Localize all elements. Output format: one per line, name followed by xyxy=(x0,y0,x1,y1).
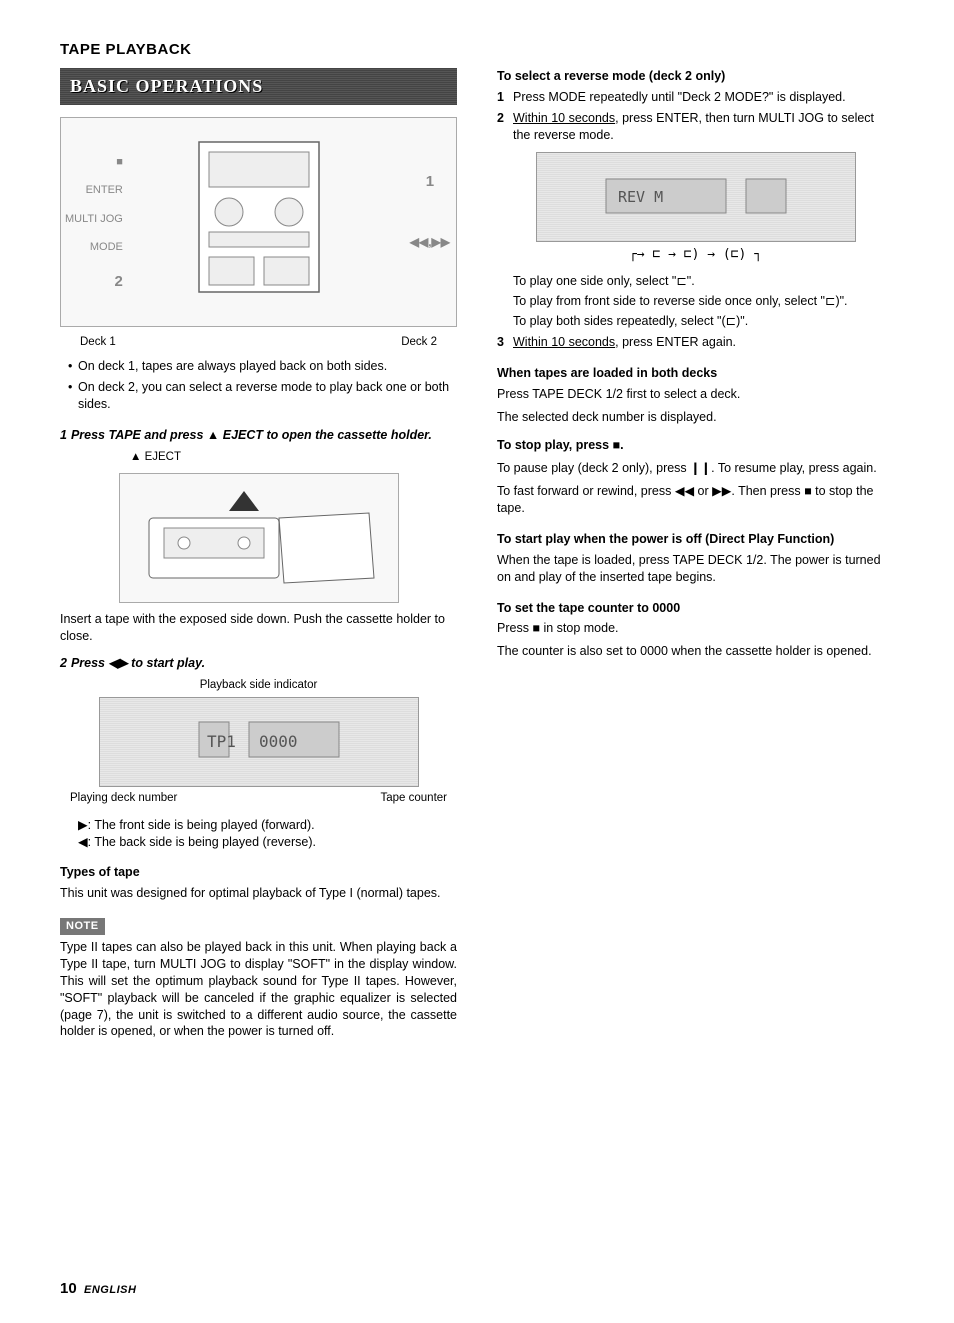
diagram-callouts-right: 1 ◀◀,▶▶ xyxy=(410,148,450,270)
note-badge: NOTE xyxy=(60,918,105,935)
step1-body: Insert a tape with the exposed side down… xyxy=(60,611,457,645)
reverse-mode-cycle: ┌→ ⊏ → ⊏) → (⊏) ┐ xyxy=(497,246,894,264)
play-one-side: To play one side only, select "⊏". xyxy=(513,273,894,290)
deck-notes: On deck 1, tapes are always played back … xyxy=(68,358,457,413)
types-body: This unit was designed for optimal playb… xyxy=(60,885,457,902)
pause-play: To pause play (deck 2 only), press ❙❙. T… xyxy=(497,460,894,477)
diagram-callouts-left: ■ ENTER MULTI JOG MODE 2 xyxy=(65,148,123,301)
step-2-heading: 2Press ◀▶ to start play. xyxy=(60,655,457,672)
reverse-step-2: 2Within 10 seconds, press ENTER, then tu… xyxy=(497,110,894,144)
stop-play: To stop play, press ■. xyxy=(497,437,894,454)
types-heading: Types of tape xyxy=(60,864,457,881)
counter-heading: To set the tape counter to 0000 xyxy=(497,600,894,617)
stereo-svg xyxy=(169,132,349,312)
note-body: Type II tapes can also be played back in… xyxy=(60,939,457,1040)
page-footer: 10 ENGLISH xyxy=(60,1279,136,1299)
page-header: TAPE PLAYBACK xyxy=(60,40,894,60)
right-column: To select a reverse mode (deck 2 only) 1… xyxy=(497,68,894,1046)
deck1-label: Deck 1 xyxy=(80,335,116,351)
reverse-step-1: 1Press MODE repeatedly until "Deck 2 MOD… xyxy=(497,89,894,106)
counter-2: The counter is also set to 0000 when the… xyxy=(497,643,894,660)
ff-rewind: To fast forward or rewind, press ◀◀ or ▶… xyxy=(497,483,894,517)
direct-body: When the tape is loaded, press TAPE DECK… xyxy=(497,552,894,586)
loaded-heading: When tapes are loaded in both decks xyxy=(497,365,894,382)
reverse-step-3: 3Within 10 seconds, press ENTER again. xyxy=(497,334,894,351)
left-column: BASIC OPERATIONS ■ ENTER MULTI JOG MODE … xyxy=(60,68,457,1046)
loaded-2: The selected deck number is displayed. xyxy=(497,409,894,426)
loaded-1: Press TAPE DECK 1/2 first to select a de… xyxy=(497,386,894,403)
play-both: To play both sides repeatedly, select "(… xyxy=(513,313,894,330)
step-1-heading: 1Press TAPE and press ▲ EJECT to open th… xyxy=(60,427,457,444)
eject-label: ▲ EJECT xyxy=(130,450,457,466)
tape-counter-label: Tape counter xyxy=(381,791,448,807)
play-once: To play from front side to reverse side … xyxy=(513,293,894,310)
reverse-heading: To select a reverse mode (deck 2 only) xyxy=(497,68,894,85)
direct-heading: To start play when the power is off (Dir… xyxy=(497,531,894,548)
section-banner: BASIC OPERATIONS xyxy=(60,68,457,104)
display-diagram-1: TP1 0000 xyxy=(99,697,419,787)
stereo-diagram: ■ ENTER MULTI JOG MODE 2 1 ◀◀,▶▶ xyxy=(60,117,457,327)
svg-text:TP1: TP1 xyxy=(207,732,236,751)
svg-text:REV M: REV M xyxy=(618,188,663,206)
deck2-label: Deck 2 xyxy=(401,335,437,351)
svg-text:0000: 0000 xyxy=(259,732,298,751)
cassette-diagram xyxy=(119,473,399,603)
counter-1: Press ■ in stop mode. xyxy=(497,620,894,637)
reverse-note: ◀: The back side is being played (revers… xyxy=(78,834,457,851)
forward-note: ▶: The front side is being played (forwa… xyxy=(78,817,457,834)
display-diagram-2: REV M xyxy=(536,152,856,242)
display-top-label: Playback side indicator xyxy=(60,678,457,694)
playing-deck-label: Playing deck number xyxy=(70,791,177,807)
